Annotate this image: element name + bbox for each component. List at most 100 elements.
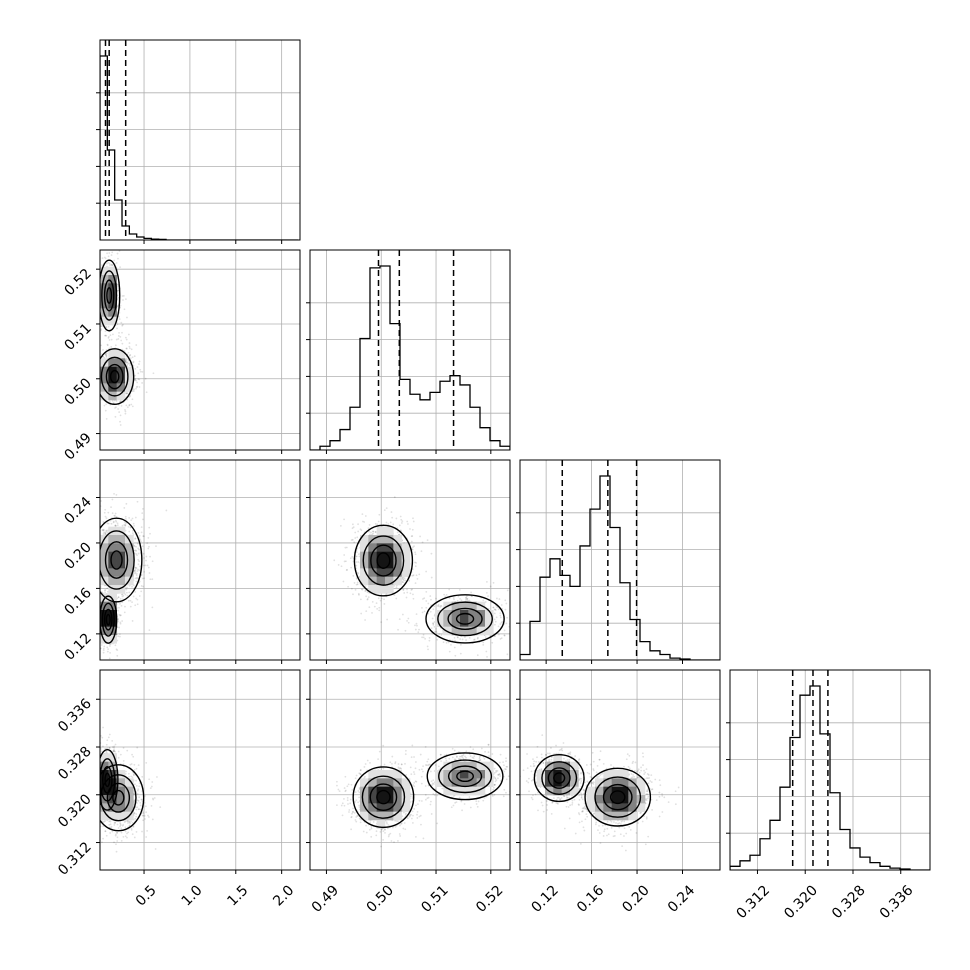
scatter-point — [442, 641, 445, 644]
scatter-point — [357, 523, 359, 526]
scatter-point — [111, 400, 114, 402]
scatter-point — [131, 405, 134, 408]
scatter-point — [133, 355, 136, 358]
density-cell — [108, 568, 117, 577]
scatter-point — [372, 530, 374, 533]
scatter-point — [128, 403, 131, 406]
scatter-point — [146, 564, 149, 567]
scatter-point — [134, 549, 137, 552]
scatter-point — [135, 387, 137, 390]
scatter-point — [130, 348, 133, 351]
scatter-point — [138, 548, 140, 551]
scatter-point — [337, 564, 340, 566]
scatter-point — [159, 806, 162, 809]
scatter-point — [445, 593, 448, 596]
scatter-point — [117, 287, 119, 290]
scatter-point — [116, 654, 119, 657]
scatter-point — [500, 604, 503, 606]
density-cell — [460, 618, 469, 627]
scatter-point — [390, 511, 393, 513]
scatter-point — [151, 606, 154, 609]
scatter-point — [454, 654, 457, 657]
scatter-point — [484, 636, 487, 638]
scatter-point — [380, 597, 383, 600]
density-cell — [368, 543, 377, 552]
scatter-point — [461, 638, 464, 641]
scatter-point — [473, 638, 475, 641]
scatter-point — [505, 602, 508, 605]
scatter-point — [380, 621, 383, 624]
scatter-point — [418, 573, 421, 576]
scatter-point — [121, 324, 124, 327]
scatter-point — [110, 522, 113, 525]
scatter-point — [109, 651, 111, 654]
scatter-point — [404, 629, 407, 632]
scatter-point — [110, 346, 113, 348]
scatter-point — [406, 620, 408, 622]
scatter-point — [134, 566, 137, 569]
scatter-point — [125, 358, 128, 361]
scatter-point — [357, 561, 360, 563]
scatter-point — [499, 614, 502, 617]
scatter-point — [121, 331, 123, 334]
scatter-point — [119, 622, 122, 625]
scatter-point — [129, 822, 132, 825]
density-cell — [376, 535, 386, 544]
scatter-point — [434, 631, 436, 633]
scatter-point — [378, 609, 381, 612]
density-cell — [100, 366, 109, 376]
scatter-point — [466, 599, 469, 602]
contour-level-0 — [100, 595, 118, 644]
scatter-point — [393, 496, 396, 499]
scatter-point — [104, 532, 107, 535]
scatter-point — [139, 804, 142, 807]
scatter-point — [430, 627, 433, 630]
scatter-point — [482, 643, 485, 646]
scatter-point — [108, 824, 111, 826]
contour-level-0 — [353, 524, 414, 597]
scatter-point — [103, 645, 106, 648]
scatter-point — [343, 518, 345, 521]
scatter-point — [399, 529, 402, 532]
scatter-point — [415, 561, 418, 564]
scatter-point — [147, 536, 150, 539]
scatter-point — [459, 638, 462, 640]
density-cell — [125, 383, 134, 392]
scatter-point — [138, 363, 140, 365]
scatter-point — [144, 805, 147, 808]
scatter-point — [426, 539, 429, 542]
density-cell — [108, 535, 117, 544]
scatter-point — [133, 799, 136, 801]
scatter-point — [134, 566, 137, 569]
density-cell — [393, 535, 402, 544]
scatter-point — [149, 578, 152, 581]
density-cell — [451, 626, 461, 636]
scatter-point — [402, 576, 405, 579]
scatter-point — [120, 404, 123, 407]
scatter-point — [135, 577, 138, 580]
density-cell — [368, 551, 377, 561]
scatter-point — [430, 552, 433, 555]
scatter-point — [495, 616, 498, 619]
scatter-point — [109, 823, 112, 826]
scatter-point — [147, 547, 150, 550]
density-cell — [368, 585, 377, 594]
scatter-point — [373, 605, 376, 608]
scatter-point — [143, 570, 146, 573]
scatter-point — [464, 596, 467, 599]
scatter-point — [134, 572, 136, 575]
scatter-point — [425, 570, 428, 573]
scatter-point — [489, 585, 492, 588]
contour-level-3 — [110, 550, 123, 570]
scatter-point — [106, 344, 109, 347]
scatter-point — [393, 594, 396, 597]
scatter-point — [402, 588, 405, 591]
scatter-point — [506, 616, 508, 619]
density-contours — [100, 517, 143, 644]
scatter-point — [503, 629, 506, 632]
scatter-point — [440, 605, 443, 608]
contour-level-3 — [455, 612, 475, 625]
scatter-point — [107, 335, 110, 338]
scatter-point — [453, 598, 455, 601]
scatter-point — [137, 547, 140, 550]
